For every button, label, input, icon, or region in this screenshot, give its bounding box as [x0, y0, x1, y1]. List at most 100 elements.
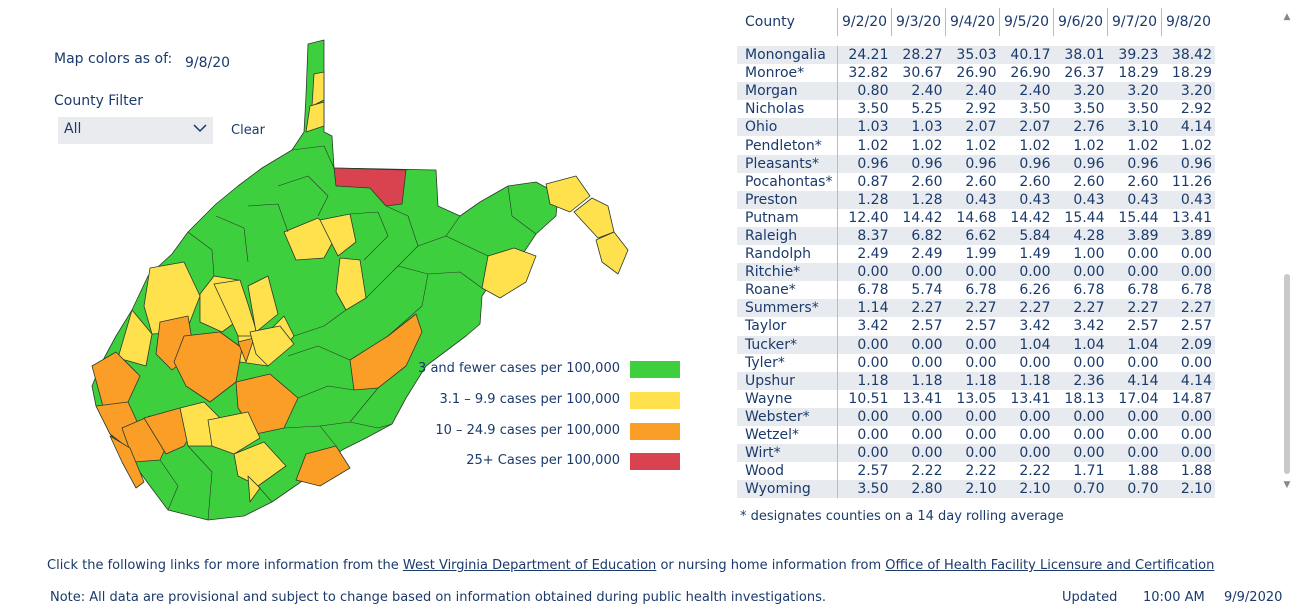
- column-header-county[interactable]: County: [745, 14, 795, 30]
- county-name-cell: Taylor: [737, 317, 838, 336]
- rate-value-cell: 2.40: [945, 82, 1000, 101]
- county-name-cell: Wayne: [737, 389, 838, 408]
- column-header-date[interactable]: 9/8/20: [1161, 8, 1215, 36]
- updated-time: 10:00 AM: [1143, 590, 1205, 605]
- table-row[interactable]: Monroe* 32.82 30.67 26.90 26.90 26.37 18.29 18.…: [737, 64, 1215, 83]
- table-row[interactable]: Ohio 1.03 1.03 2.07 2.07 2.76 3.10 4.14: [737, 118, 1215, 137]
- table-row[interactable]: Roane* 6.78 5.74 6.78 6.26 6.78 6.78 6.78: [737, 281, 1215, 300]
- rate-value-cell: 2.10: [945, 480, 1000, 499]
- rate-value-cell: 14.87: [1171, 390, 1212, 407]
- rate-value-cell: 35.03: [945, 46, 1000, 65]
- rate-value-cell: 1.18: [945, 371, 1000, 390]
- column-header-date[interactable]: 9/6/20: [1053, 8, 1108, 36]
- west-virginia-county-map[interactable]: [88, 36, 633, 526]
- map-county-doddridge: [283, 217, 337, 261]
- county-name-cell: Monongalia: [737, 46, 838, 65]
- column-header-date[interactable]: 9/4/20: [945, 8, 1000, 36]
- doe-link[interactable]: West Virginia Department of Education: [402, 558, 657, 573]
- rate-value-cell: 0.00: [1180, 354, 1212, 371]
- rate-value-cell: 1.04: [1107, 335, 1162, 354]
- map-county-mcdowell-edge: [247, 475, 261, 503]
- table-row[interactable]: Pendleton* 1.02 1.02 1.02 1.02 1.02 1.02 1.02: [737, 136, 1215, 155]
- scrollbar-thumb[interactable]: [1284, 274, 1290, 474]
- column-header-date[interactable]: 9/2/20: [837, 8, 892, 36]
- rate-value-cell: 0.43: [945, 190, 1000, 209]
- rate-value-cell: 2.22: [965, 463, 997, 480]
- rate-value-cell: 3.89: [1161, 226, 1215, 246]
- rate-value-cell: 1.99: [965, 246, 997, 263]
- rate-value-cell: 2.40: [891, 82, 946, 101]
- rate-value-cell: 0.00: [1127, 246, 1159, 263]
- county-name-cell: Summers*: [737, 299, 838, 318]
- table-row[interactable]: Randolph 2.49 2.49 1.99 1.49 1.00 0.00 0.00: [737, 245, 1215, 264]
- rate-value-cell: 3.42: [1073, 318, 1105, 335]
- scroll-up-arrow-icon[interactable]: ▲: [1283, 12, 1291, 22]
- rate-value-cell: 30.67: [902, 65, 943, 82]
- table-row[interactable]: Putnam 12.40 14.42 14.68 14.42 15.44 15.44 13.4…: [737, 208, 1215, 227]
- rate-value-cell: 1.49: [1019, 246, 1051, 263]
- rate-value-cell: 1.04: [999, 335, 1054, 354]
- rate-value-cell: 0.96: [837, 154, 892, 173]
- column-header-date[interactable]: 9/7/20: [1107, 8, 1162, 36]
- table-row[interactable]: Summers* 1.14 2.27 2.27 2.27 2.27 2.27 2.27: [737, 299, 1215, 318]
- county-rate-table[interactable]: County 9/2/20 9/3/20 9/4/20 9/5/20 9/6/2…: [737, 8, 1227, 503]
- map-colors-date: 9/8/20: [185, 55, 231, 71]
- rate-value-cell: 0.96: [1053, 154, 1108, 173]
- table-row[interactable]: Pocahontas* 0.87 2.60 2.60 2.60 2.60 2.60 11.26: [737, 172, 1215, 191]
- table-row[interactable]: Wetzel* 0.00 0.00 0.00 0.00 0.00 0.00 0.00: [737, 425, 1215, 445]
- county-filter-label: County Filter: [54, 93, 143, 109]
- table-row[interactable]: Taylor 3.42 2.57 2.57 3.42 3.42 2.57 2.57: [737, 317, 1215, 336]
- rate-value-cell: 2.92: [1180, 101, 1212, 118]
- table-row[interactable]: Wirt* 0.00 0.00 0.00 0.00 0.00 0.00 0.00: [737, 444, 1215, 463]
- rate-value-cell: 6.78: [965, 282, 997, 299]
- column-header-date[interactable]: 9/3/20: [891, 8, 946, 36]
- rate-value-cell: 4.14: [1107, 371, 1162, 390]
- map-county-hardy: [481, 247, 537, 299]
- rate-value-cell: 0.96: [999, 154, 1054, 173]
- rate-value-cell: 1.02: [1180, 137, 1212, 154]
- map-county-calhoun: [213, 279, 259, 341]
- clear-filter-button[interactable]: Clear: [231, 123, 265, 138]
- ohflac-link[interactable]: Office of Health Facility Licensure and …: [885, 558, 1215, 573]
- table-row[interactable]: Webster* 0.00 0.00 0.00 0.00 0.00 0.00 0.00: [737, 407, 1215, 426]
- table-row[interactable]: Tyler* 0.00 0.00 0.00 0.00 0.00 0.00 0.00: [737, 353, 1215, 372]
- rate-value-cell: 2.49: [911, 246, 943, 263]
- table-row[interactable]: Wayne 10.51 13.41 13.05 13.41 18.13 17.04 14.87: [737, 389, 1215, 408]
- table-scrollbar[interactable]: ▲ ▼: [1282, 12, 1292, 490]
- rate-value-cell: 38.42: [1161, 46, 1215, 65]
- table-row[interactable]: Morgan 0.80 2.40 2.40 2.40 3.20 3.20 3.20: [737, 82, 1215, 101]
- legend-swatch: [630, 361, 680, 378]
- map-county-hancock: [311, 71, 325, 107]
- rate-value-cell: 6.78: [1180, 282, 1212, 299]
- rate-value-cell: 24.21: [837, 46, 892, 65]
- table-row[interactable]: Pleasants* 0.96 0.96 0.96 0.96 0.96 0.96 0.96: [737, 154, 1215, 173]
- rate-value-cell: 2.10: [999, 480, 1054, 499]
- rate-value-cell: 2.27: [891, 299, 946, 318]
- rate-value-cell: 2.57: [911, 318, 943, 335]
- map-county-cabell: [91, 351, 141, 411]
- table-row[interactable]: Wood 2.57 2.22 2.22 2.22 1.71 1.88 1.88: [737, 462, 1215, 481]
- table-row[interactable]: Preston 1.28 1.28 0.43 0.43 0.43 0.43 0.43: [737, 190, 1215, 209]
- column-header-date[interactable]: 9/5/20: [999, 8, 1054, 36]
- table-row[interactable]: Ritchie* 0.00 0.00 0.00 0.00 0.00 0.00 0.00: [737, 263, 1215, 282]
- rate-value-cell: 0.87: [857, 173, 889, 190]
- chevron-down-icon[interactable]: [193, 121, 207, 135]
- table-row[interactable]: Wyoming 3.50 2.80 2.10 2.10 0.70 0.70 2.10: [737, 480, 1215, 499]
- table-row[interactable]: Upshur 1.18 1.18 1.18 1.18 2.36 4.14 4.14: [737, 371, 1215, 390]
- scroll-down-arrow-icon[interactable]: ▼: [1283, 480, 1291, 490]
- rate-value-cell: 2.27: [1161, 299, 1215, 318]
- rate-value-cell: 1.02: [1127, 137, 1159, 154]
- table-row[interactable]: Nicholas 3.50 5.25 2.92 3.50 3.50 3.50 2.92: [737, 100, 1215, 119]
- rate-value-cell: 0.00: [1127, 354, 1159, 371]
- rate-value-cell: 0.00: [837, 444, 892, 463]
- table-row[interactable]: Raleigh 8.37 6.82 6.62 5.84 4.28 3.89 3.89: [737, 226, 1215, 246]
- rate-value-cell: 13.41: [902, 390, 943, 407]
- rate-value-cell: 0.00: [999, 263, 1054, 282]
- rate-value-cell: 18.13: [1064, 390, 1105, 407]
- rate-value-cell: 2.60: [965, 173, 997, 190]
- rate-value-cell: 5.74: [911, 282, 943, 299]
- county-filter-dropdown[interactable]: All: [58, 117, 213, 144]
- table-row[interactable]: Monongalia 24.21 28.27 35.03 40.17 38.01 39.23…: [737, 46, 1215, 65]
- table-row[interactable]: Tucker* 0.00 0.00 0.00 1.04 1.04 1.04 2.09: [737, 335, 1215, 354]
- rate-value-cell: 2.76: [1053, 118, 1108, 137]
